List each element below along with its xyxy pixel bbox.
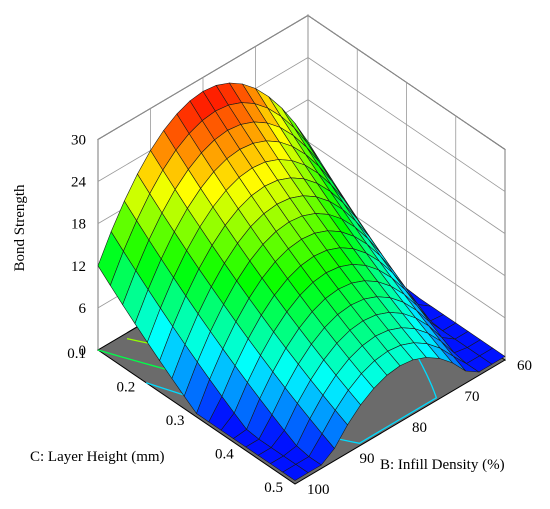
- y-tick-label: 0.1: [67, 346, 86, 362]
- y-tick-label: 0.5: [264, 480, 283, 496]
- y-tick-label: 0.3: [166, 413, 185, 429]
- z-tick-label: 30: [71, 132, 86, 148]
- z-tick-label: 18: [71, 217, 86, 233]
- z-tick-label: 0: [79, 343, 87, 359]
- x-tick-label: 70: [465, 389, 480, 405]
- x-tick-label: 100: [307, 482, 330, 498]
- x-tick-label: 90: [360, 451, 375, 467]
- response-surface: [97, 82, 506, 481]
- z-axis-label: Bond Strength: [12, 184, 28, 272]
- z-tick-label: 6: [79, 301, 87, 317]
- z-tick-label: 12: [71, 259, 86, 275]
- x-tick-label: 60: [517, 358, 532, 374]
- x-axis-label: B: Infill Density (%): [380, 457, 505, 473]
- x-tick-label: 80: [412, 420, 427, 436]
- y-tick-label: 0.4: [215, 447, 234, 463]
- z-tick-label: 24: [71, 175, 87, 191]
- y-axis-label: C: Layer Height (mm): [30, 449, 165, 465]
- tick-labels: 0 6 12 18 24 30 0.1 0.2 0.3 0.4 0.5 60 70 80 90 100: [67, 132, 532, 498]
- y-tick-label: 0.2: [117, 380, 136, 396]
